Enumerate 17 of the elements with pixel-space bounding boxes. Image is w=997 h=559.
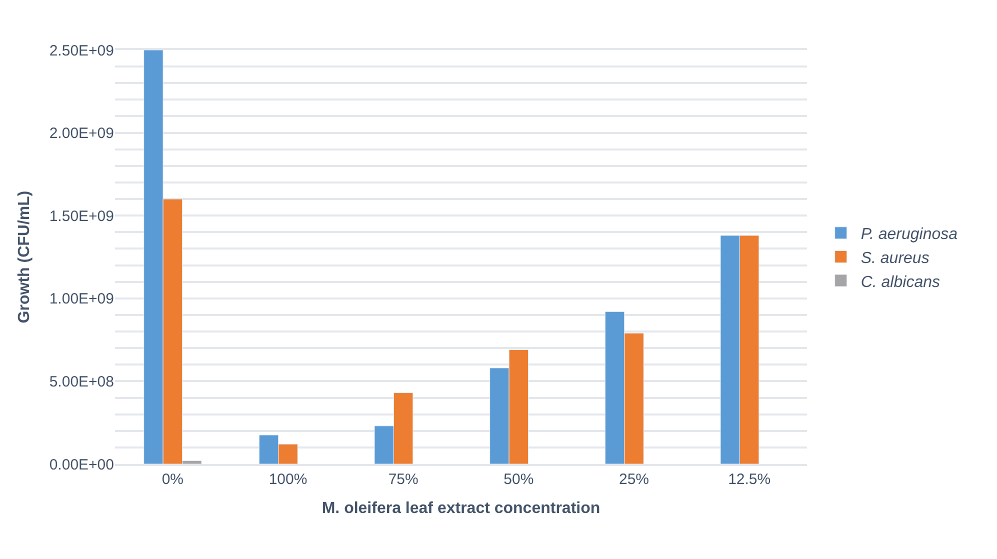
- y-tick-label: 0.00E+00: [49, 456, 114, 474]
- x-tick-label: 100%: [268, 470, 308, 488]
- legend-label: S. aureus: [860, 250, 930, 267]
- x-tick-label: 25%: [618, 470, 650, 488]
- y-tick-label: 2.00E+09: [49, 125, 114, 142]
- x-tick-label: 12.5%: [728, 470, 771, 488]
- y-tick-label: 1.50E+09: [49, 208, 114, 225]
- legend-label: C. albicans: [860, 274, 940, 291]
- y-tick-label: 2.50E+09: [49, 42, 114, 60]
- y-tick-label: 1.00E+09: [49, 290, 114, 308]
- y-tick-label: 5.00E+08: [49, 373, 114, 390]
- x-tick-label: 75%: [388, 470, 418, 488]
- x-axis-title: M. oleifera leaf extract concentration: [322, 500, 600, 517]
- x-tick-label: 0%: [162, 470, 184, 488]
- legend-label: P. aeruginosa: [860, 226, 958, 244]
- y-axis-title: Growth (CFU/mL): [16, 190, 34, 324]
- x-tick-label: 50%: [504, 470, 534, 488]
